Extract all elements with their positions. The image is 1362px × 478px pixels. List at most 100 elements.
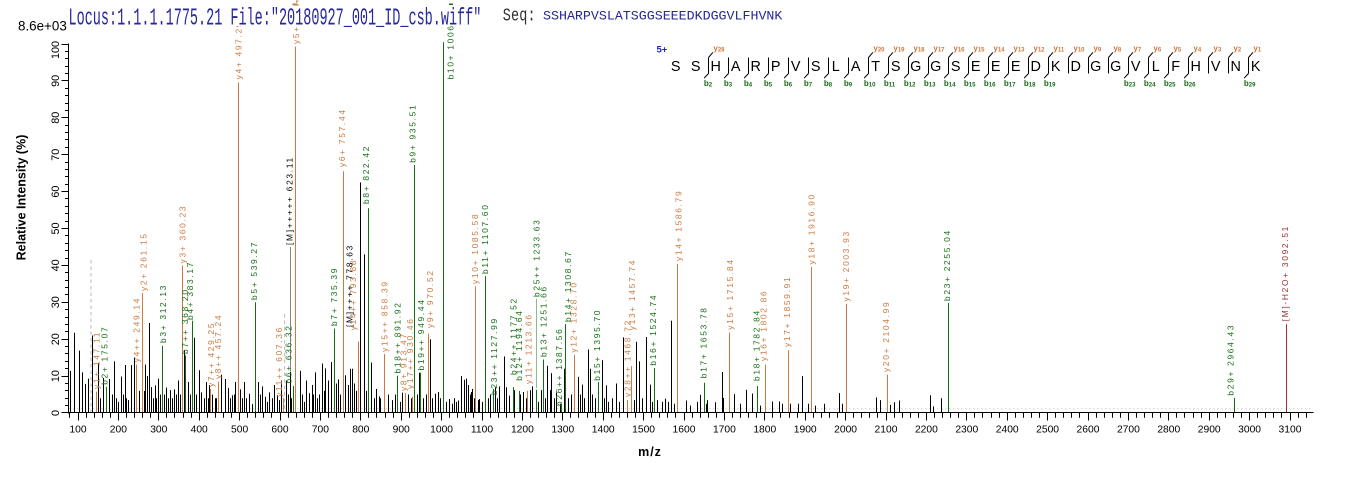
svg-text:y17: y17 [933,44,945,54]
svg-text:E: E [1011,59,1021,75]
svg-text:b29: b29 [1244,79,1256,89]
svg-text:b5+ 539.27: b5+ 539.27 [249,241,259,300]
svg-text:y3: y3 [1213,44,1221,54]
svg-text:y4++ 249.14: y4++ 249.14 [131,297,141,362]
svg-text:V: V [1131,59,1141,75]
svg-text:y14++ 793.88: y14++ 793.88 [348,259,358,331]
svg-text:100: 100 [50,41,62,59]
svg-text:400: 400 [191,425,208,436]
svg-text:y18: y18 [913,44,925,54]
svg-text:800: 800 [352,425,369,436]
svg-text:b19: b19 [1044,79,1056,89]
svg-text:1300: 1300 [551,425,574,436]
svg-text:y8+ 913.47: y8+ 913.47 [398,332,408,391]
svg-text:L: L [832,59,840,75]
svg-text:20: 20 [50,333,62,345]
svg-text:Relative Intensity (%): Relative Intensity (%) [15,135,29,261]
svg-text:b10+ 1006.52: b10+ 1006.52 [446,8,456,80]
svg-text:y10+ 1085.58: y10+ 1085.58 [470,213,480,284]
svg-text:y5: y5 [1173,44,1181,54]
svg-text:b25++ 1233.63: b25++ 1233.63 [532,219,542,297]
svg-text:b14+ 1308.67: b14+ 1308.67 [563,250,573,322]
svg-text:b4+ 383.17: b4+ 383.17 [185,261,195,320]
svg-text:b11+ 1107.60: b11+ 1107.60 [480,203,490,274]
svg-text:1800: 1800 [753,425,776,436]
svg-text:b12: b12 [904,79,916,89]
svg-text:b13: b13 [924,79,936,89]
svg-text:500: 500 [231,425,248,436]
svg-text:700: 700 [312,425,329,436]
svg-text:S: S [811,59,821,75]
svg-text:3000: 3000 [1238,425,1261,436]
svg-text:y28: y28 [713,44,725,54]
svg-text:D: D [1070,59,1080,75]
svg-text:b17: b17 [1004,79,1016,89]
svg-text:y4+ 497.29: y4+ 497.29 [234,21,244,80]
svg-text:V: V [1211,59,1221,75]
svg-text:b7: b7 [804,79,813,89]
svg-text:b24++ 1177.52: b24++ 1177.52 [508,297,518,375]
svg-text:b3: b3 [724,79,733,89]
svg-text:40: 40 [50,259,62,271]
svg-text:2600: 2600 [1077,425,1100,436]
svg-text:2200: 2200 [915,425,938,436]
svg-text:b16: b16 [984,79,996,89]
svg-text:30: 30 [50,296,62,308]
svg-text:5+: 5+ [657,45,668,56]
svg-text:y7++ 429.25: y7++ 429.25 [206,322,216,387]
svg-text:y28++ 1468.72: y28++ 1468.72 [623,319,633,397]
svg-text:b15: b15 [964,79,976,89]
svg-text:b8+ 822.42: b8+ 822.42 [361,145,371,204]
svg-text:200: 200 [110,425,127,436]
svg-text:G: G [910,59,921,75]
svg-text:b6: b6 [784,79,793,89]
svg-text:y15: y15 [973,44,985,54]
svg-text:300: 300 [150,425,167,436]
svg-text:S: S [951,59,961,75]
svg-text:y16+ 1802.86: y16+ 1802.86 [759,290,769,361]
svg-text:y4: y4 [1193,44,1201,54]
svg-text:y13+ 1457.74: y13+ 1457.74 [627,259,637,330]
svg-text:2100: 2100 [875,425,898,436]
svg-text:b9: b9 [844,79,853,89]
svg-text:y19+ 2003.93: y19+ 2003.93 [841,230,851,301]
svg-text:50: 50 [50,222,62,234]
svg-text:[M]++++ 778.63: [M]++++ 778.63 [344,244,354,327]
svg-text:[M]-H2O+ 3092.51: [M]-H2O+ 3092.51 [1280,225,1290,321]
svg-text:70: 70 [50,149,62,161]
svg-text:2700: 2700 [1117,425,1140,436]
svg-text:b2+ 175.07: b2+ 175.07 [100,326,110,385]
svg-text:y6+ 757.44: y6+ 757.44 [337,108,347,167]
svg-text:2500: 2500 [1036,425,1059,436]
svg-text:y2+ 261.15: y2+ 261.15 [138,232,148,291]
svg-text:y19: y19 [893,44,905,54]
svg-text:b26++ 1387.56: b26++ 1387.56 [554,328,564,406]
svg-text:1700: 1700 [713,425,736,436]
svg-text:3100: 3100 [1279,425,1302,436]
svg-text:b4: b4 [744,79,753,89]
svg-text:1400: 1400 [592,425,615,436]
svg-text:60: 60 [50,186,62,198]
svg-text:b15+ 1395.70: b15+ 1395.70 [592,309,602,381]
svg-text:E: E [971,59,981,75]
svg-text:b7+ 735.39: b7+ 735.39 [329,267,339,326]
svg-text:G: G [1110,59,1121,75]
svg-text:y1: y1 [1253,44,1261,54]
svg-text:2400: 2400 [996,425,1019,436]
svg-text:SSHARPVSLATSGGSEEEDKDGGVLFHVNK: SSHARPVSLATSGGSEEEDKDGGVLFHVNK [543,9,782,24]
svg-text:b25: b25 [1164,79,1176,89]
svg-text:y17+ 1859.91: y17+ 1859.91 [782,276,792,347]
svg-text:K: K [1251,59,1261,75]
svg-text:y13: y13 [1013,44,1025,54]
svg-text:2000: 2000 [834,425,857,436]
svg-text:y16: y16 [953,44,965,54]
svg-text:b19++ 949.44: b19++ 949.44 [416,298,426,370]
svg-text:b18+ 1782.84: b18+ 1782.84 [752,309,762,381]
svg-text:900: 900 [393,425,410,436]
svg-text:D: D [1030,59,1040,75]
svg-text:y14+ 1586.79: y14+ 1586.79 [674,190,684,261]
svg-text:F: F [1171,59,1180,75]
svg-text:b18++ 891.92: b18++ 891.92 [393,301,403,373]
svg-text:b13+ 1251.66: b13+ 1251.66 [539,285,549,357]
svg-text:T: T [871,59,880,75]
